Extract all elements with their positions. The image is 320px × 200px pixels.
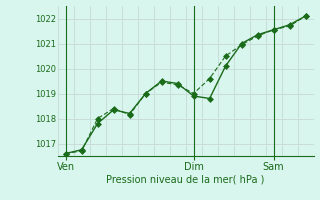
X-axis label: Pression niveau de la mer( hPa ): Pression niveau de la mer( hPa ) xyxy=(107,174,265,184)
